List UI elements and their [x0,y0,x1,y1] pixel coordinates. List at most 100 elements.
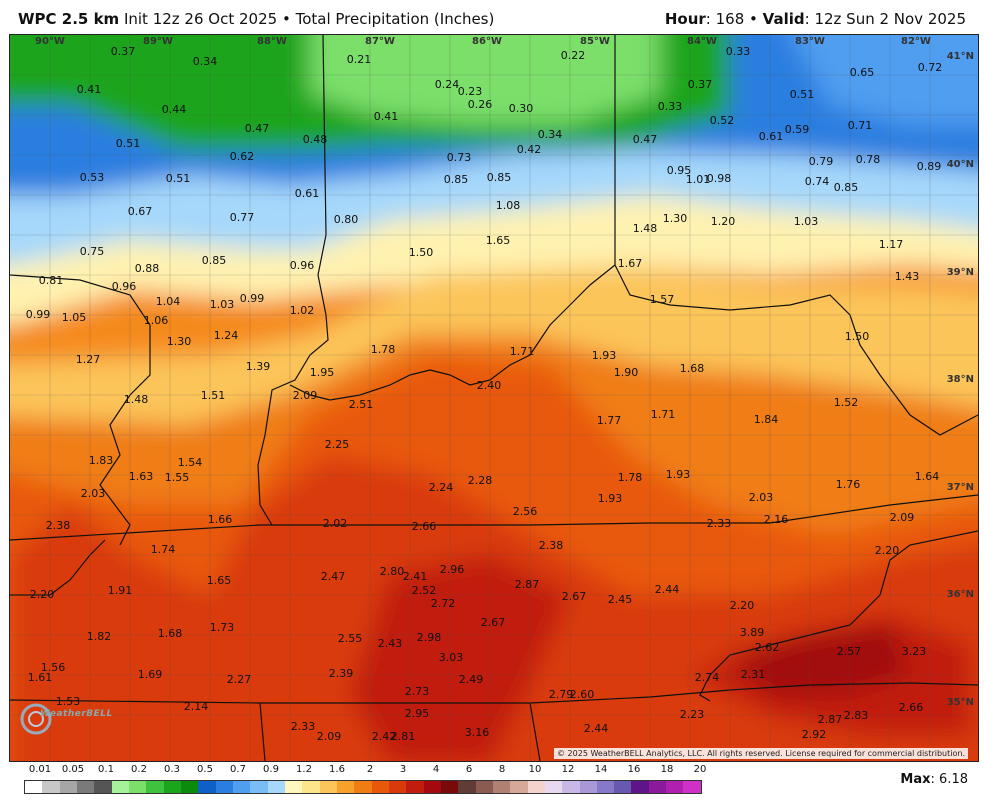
precip-value-label: 2.67 [481,616,506,629]
precip-value-label: 1.48 [633,222,658,235]
precip-value-label: 2.40 [477,379,502,392]
precip-value-label: 0.51 [116,137,141,150]
precip-value-label: 0.85 [834,181,859,194]
precip-value-label: 2.09 [293,389,318,402]
precip-value-label: 0.81 [39,274,64,287]
precip-value-label: 2.47 [321,570,346,583]
precip-value-label: 0.89 [917,160,942,173]
precip-value-label: 1.69 [138,668,163,681]
latitude-label: 35°N [947,697,974,708]
legend-color-swatch [59,781,77,793]
precip-value-label: 2.09 [317,730,342,743]
precip-value-label: 1.53 [56,695,81,708]
precip-value-label: 1.50 [409,246,434,259]
precip-value-label: 1.01 [686,173,711,186]
legend-color-swatch [614,781,632,793]
precip-value-label: 1.78 [618,471,643,484]
precip-value-label: 1.56 [41,661,66,674]
precip-value-label: 0.42 [517,143,542,156]
legend-color-swatch [579,781,597,793]
weatherbell-logo: WeatherBELL [16,699,112,739]
precip-value-label: 1.74 [151,543,176,556]
precip-value-label: 0.71 [848,119,873,132]
legend-tick-label: 0.3 [164,764,180,775]
precip-value-label: 2.39 [329,667,354,680]
legend-color-swatch [76,781,95,793]
precip-value-label: 1.83 [89,454,114,467]
precip-value-label: 0.37 [688,78,713,91]
precip-value-label: 1.68 [158,627,183,640]
legend-color-swatch [510,781,528,793]
precip-value-label: 1.04 [156,295,181,308]
precip-value-label: 0.62 [230,150,255,163]
legend-tick-label: 1.6 [329,764,345,775]
precip-value-label: 0.78 [856,153,881,166]
precip-value-label: 0.88 [135,262,160,275]
precip-value-label: 1.93 [592,349,617,362]
precip-value-label: 2.31 [741,668,766,681]
precip-value-label: 2.83 [844,709,869,722]
legend-color-swatch [267,781,285,793]
valid-value: 12z Sun 2 Nov 2025 [814,10,966,28]
longitude-label: 87°W [365,36,395,47]
field-name: Total Precipitation (Inches) [295,10,495,28]
precip-value-label: 1.63 [129,470,154,483]
precip-value-label: 0.30 [509,102,534,115]
precip-value-label: 1.48 [124,393,149,406]
legend-color-swatch [475,781,493,793]
longitude-label: 84°W [687,36,717,47]
precip-value-label: 0.77 [230,211,255,224]
precip-value-label: 0.26 [468,98,493,111]
precip-value-label: 3.03 [439,651,464,664]
legend-color-swatch [492,781,511,793]
precip-value-label: 0.95 [667,164,692,177]
precip-value-label: 2.09 [890,511,915,524]
model-name: WPC 2.5 km [18,10,120,28]
precip-value-label: 1.51 [201,389,226,402]
precip-value-label: 1.90 [614,366,639,379]
precip-value-label: 0.80 [334,213,359,226]
longitude-label: 89°W [143,36,173,47]
precip-value-label: 0.72 [918,61,943,74]
precip-value-label: 2.20 [875,544,900,557]
precip-value-label: 0.34 [193,55,218,68]
precip-value-label: 2.02 [323,517,348,530]
precip-value-label: 1.05 [62,311,87,324]
precip-value-label: 1.64 [915,470,940,483]
precip-value-label: 0.99 [26,308,51,321]
precip-value-label: 2.27 [227,673,252,686]
legend-color-swatch [111,781,129,793]
precip-value-label: 0.96 [112,280,137,293]
precip-value-label: 0.61 [759,130,784,143]
precip-value-label: 1.39 [246,360,271,373]
legend-tick-label: 4 [432,764,440,775]
precip-value-label: 2.44 [584,722,609,735]
precip-value-label: 2.24 [429,481,454,494]
legend-color-swatch [180,781,199,793]
precip-value-label: 1.67 [618,257,643,270]
legend-tick-label: 0.7 [230,764,246,775]
precip-value-label: 1.65 [207,574,232,587]
precip-value-label: 1.30 [167,335,192,348]
legend-color-swatch [406,781,424,793]
precip-value-label: 0.51 [790,88,815,101]
precip-value-label: 1.54 [178,456,203,469]
max-label-text: Max [900,772,931,787]
latitude-label: 40°N [947,159,974,170]
legend-tick-label: 16 [627,764,641,775]
legend-color-swatch [440,781,459,793]
precip-value-label: 2.42 [372,730,397,743]
latitude-label: 39°N [947,267,974,278]
legend-color-swatch [423,781,441,793]
legend-color-swatch [544,781,563,793]
precip-value-label: 1.03 [794,215,819,228]
map-title: WPC 2.5 km Init 12z 26 Oct 2025 • Total … [18,10,494,28]
precip-value-label: 2.25 [325,438,350,451]
valid-time-header: Hour: 168 • Valid: 12z Sun 2 Nov 2025 [664,10,966,28]
precip-value-label: 2.56 [513,505,538,518]
legend-tick-label: 6 [465,764,473,775]
precip-value-label: 2.81 [391,730,416,743]
precip-value-label: 1.27 [76,353,101,366]
precip-value-label: 2.55 [338,632,363,645]
precip-value-label: 1.30 [663,212,688,225]
